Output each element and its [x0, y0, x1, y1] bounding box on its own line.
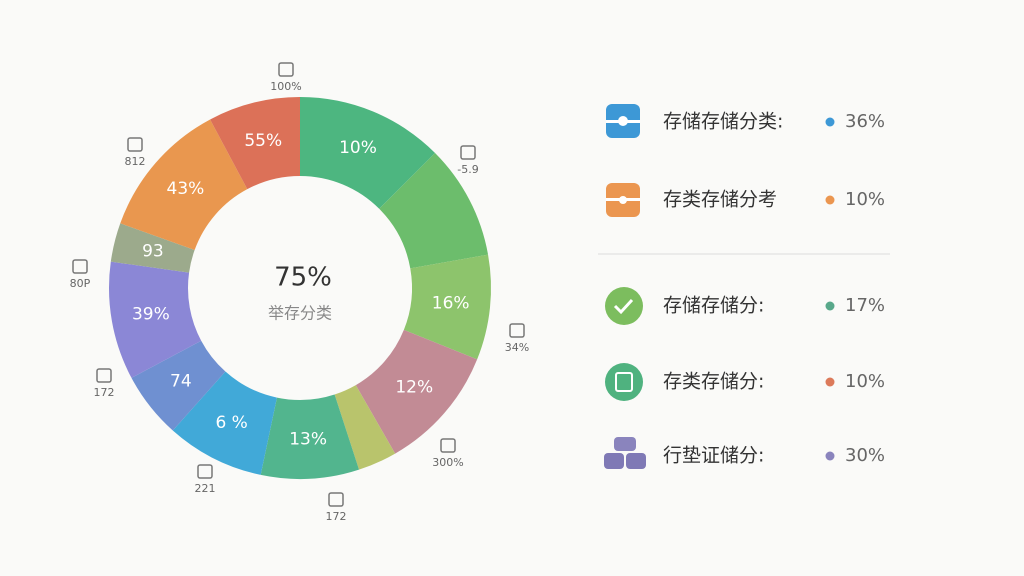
segment-label: 43%: [167, 179, 205, 199]
donut: [109, 97, 491, 480]
outer-label: 80P: [70, 277, 91, 290]
legend-value: 36%: [845, 111, 885, 132]
outer-icon: [197, 464, 213, 479]
legend-name: 行垫证储分:: [663, 445, 764, 467]
legend-icon: [605, 287, 643, 325]
center-value: 75%: [274, 263, 332, 293]
outer-label: -5.9: [457, 163, 478, 176]
outer-label: 172: [326, 510, 347, 523]
donut-segment: [334, 385, 396, 470]
legend-icon: [619, 196, 627, 204]
outer-icon: [278, 62, 294, 77]
donut-segment: [260, 394, 360, 480]
outer-icon: [460, 145, 476, 160]
legend-dot: [825, 117, 835, 127]
segment-label: 13%: [289, 429, 327, 449]
outer-icon: [96, 368, 112, 383]
outer-icon: [328, 492, 344, 507]
segment-label: 12%: [395, 377, 433, 397]
outer-icon: [72, 259, 88, 274]
outer-label: 172: [94, 386, 115, 399]
outer-icon: [440, 438, 456, 453]
center-label: 举存分类: [268, 304, 332, 323]
outer-label: 100%: [270, 80, 301, 93]
outer-label: 812: [125, 155, 146, 168]
segment-label: 6 %: [215, 413, 247, 433]
legend-dot: [825, 195, 835, 205]
donut-segment: [120, 119, 248, 251]
segment-label: 16%: [432, 294, 470, 314]
donut-segment: [210, 97, 300, 190]
legend-icon: [613, 298, 634, 315]
segment-label: 74: [170, 372, 192, 392]
legend-icon: [614, 437, 636, 451]
donut-segment: [379, 152, 489, 269]
legend-value: 17%: [845, 295, 885, 316]
outer-label: 300%: [432, 456, 463, 469]
legend-name: 存类存储分考: [663, 189, 777, 211]
outer-label: 34%: [505, 341, 529, 354]
legend-value: 10%: [845, 371, 885, 392]
legend-icon: [618, 116, 628, 126]
legend-icon: [605, 363, 643, 401]
donut-segment: [300, 97, 436, 209]
legend-value: 10%: [845, 189, 885, 210]
legend-name: 存储存储分类:: [663, 111, 783, 133]
segment-label: 55%: [244, 131, 282, 151]
segment-label: 10%: [339, 138, 377, 158]
outer-icon: [509, 323, 525, 338]
segment-label: 39%: [132, 305, 170, 325]
legend-dot: [825, 377, 835, 387]
donut-segment: [110, 223, 195, 273]
outer-icon: [127, 137, 143, 152]
segment-label: 93: [142, 242, 164, 262]
legend-dot: [825, 451, 835, 461]
legend-icon: [615, 372, 633, 392]
donut-segment: [172, 371, 277, 475]
donut-segment: [355, 329, 478, 454]
donut-segment: [131, 340, 226, 431]
legend-value: 30%: [845, 445, 885, 466]
outer-label: 221: [195, 482, 216, 495]
legend-icon: [626, 453, 646, 469]
legend-dot: [825, 301, 835, 311]
donut-segment: [109, 261, 202, 378]
legend-icons: [604, 104, 646, 469]
legend-name: 存类存储分:: [663, 371, 764, 393]
legend-icon: [604, 453, 624, 469]
donut-segment: [403, 254, 491, 360]
legend-name: 存储存储分:: [663, 295, 764, 317]
